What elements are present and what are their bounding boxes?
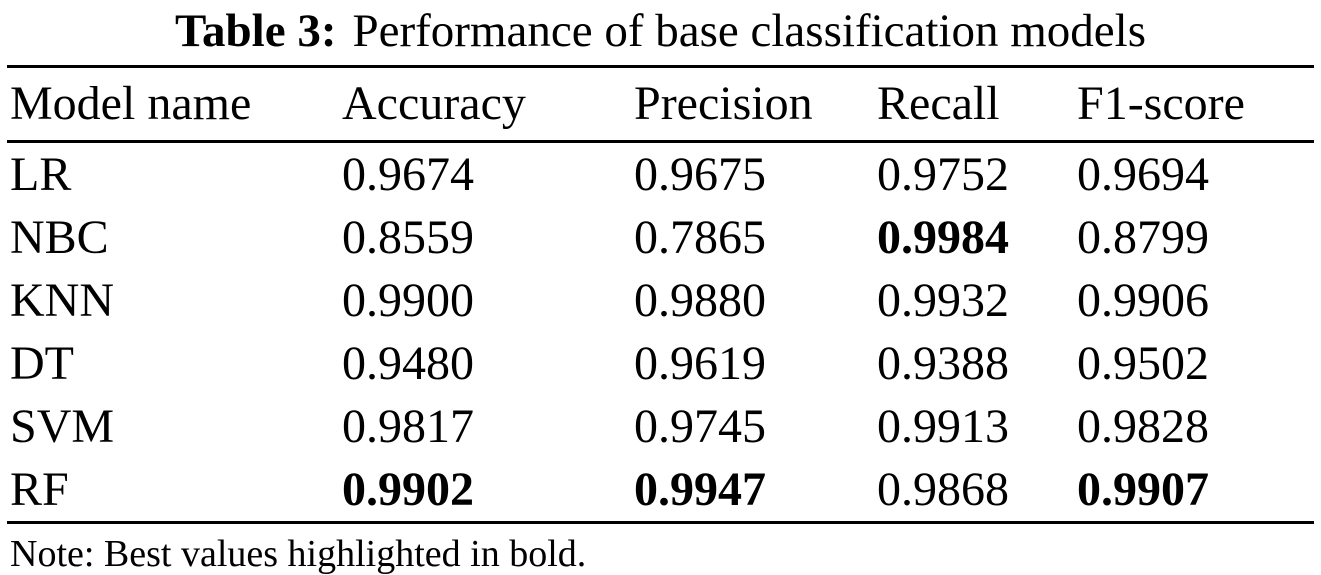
model-name-cell: KNN (10, 273, 114, 327)
accuracy-cell: 0.9817 (342, 399, 474, 453)
precision-cell: 0.9745 (634, 399, 766, 453)
recall-cell: 0.9913 (877, 399, 1009, 453)
f1-score-cell: 0.9694 (1077, 147, 1209, 201)
recall-cell: 0.9752 (877, 147, 1009, 201)
column-header-model-name: Model name (10, 77, 252, 131)
accuracy-cell: 0.9902 (342, 462, 474, 516)
table-row-lr: LR 0.9674 0.9675 0.9752 0.9694 (7, 141, 1314, 206)
column-header-f1-score: F1-score (1077, 77, 1245, 131)
model-name-cell: RF (10, 462, 69, 516)
f1-score-cell: 0.9828 (1077, 399, 1209, 453)
column-header-recall: Recall (877, 77, 1000, 131)
f1-score-cell: 0.9907 (1077, 462, 1209, 516)
model-name-cell: DT (10, 336, 74, 390)
column-header-precision: Precision (634, 77, 813, 131)
model-name-cell: SVM (10, 399, 115, 453)
model-name-cell: LR (10, 147, 72, 201)
accuracy-cell: 0.9674 (342, 147, 474, 201)
f1-score-cell: 0.8799 (1077, 210, 1209, 264)
table-header-row: Model name Accuracy Precision Recall F1-… (7, 66, 1314, 142)
recall-cell: 0.9388 (877, 336, 1009, 390)
precision-cell: 0.7865 (634, 210, 766, 264)
table-caption-text: Performance of base classification model… (352, 5, 1147, 57)
f1-score-cell: 0.9502 (1077, 336, 1209, 390)
table-note: Note: Best values highlighted in bold. (10, 532, 587, 575)
precision-cell: 0.9675 (634, 147, 766, 201)
precision-cell: 0.9947 (634, 462, 766, 516)
f1-score-cell: 0.9906 (1077, 273, 1209, 327)
table-row-dt: DT 0.9480 0.9619 0.9388 0.9502 (7, 332, 1314, 395)
accuracy-cell: 0.9900 (342, 273, 474, 327)
recall-cell: 0.9868 (877, 462, 1009, 516)
accuracy-cell: 0.8559 (342, 210, 474, 264)
model-name-cell: NBC (10, 210, 109, 264)
table-row-rf: RF 0.9902 0.9947 0.9868 0.9907 (7, 458, 1314, 523)
recall-cell: 0.9984 (877, 210, 1009, 264)
recall-cell: 0.9932 (877, 273, 1009, 327)
performance-table: Model name Accuracy Precision Recall F1-… (7, 64, 1314, 524)
precision-cell: 0.9880 (634, 273, 766, 327)
table-caption: Table 3: Performance of base classificati… (0, 0, 1321, 58)
table-row-knn: KNN 0.9900 0.9880 0.9932 0.9906 (7, 269, 1314, 332)
table-caption-label: Table 3: (175, 5, 337, 57)
column-header-accuracy: Accuracy (342, 77, 526, 131)
accuracy-cell: 0.9480 (342, 336, 474, 390)
table-row-svm: SVM 0.9817 0.9745 0.9913 0.9828 (7, 395, 1314, 458)
table-row-nbc: NBC 0.8559 0.7865 0.9984 0.8799 (7, 206, 1314, 269)
precision-cell: 0.9619 (634, 336, 766, 390)
